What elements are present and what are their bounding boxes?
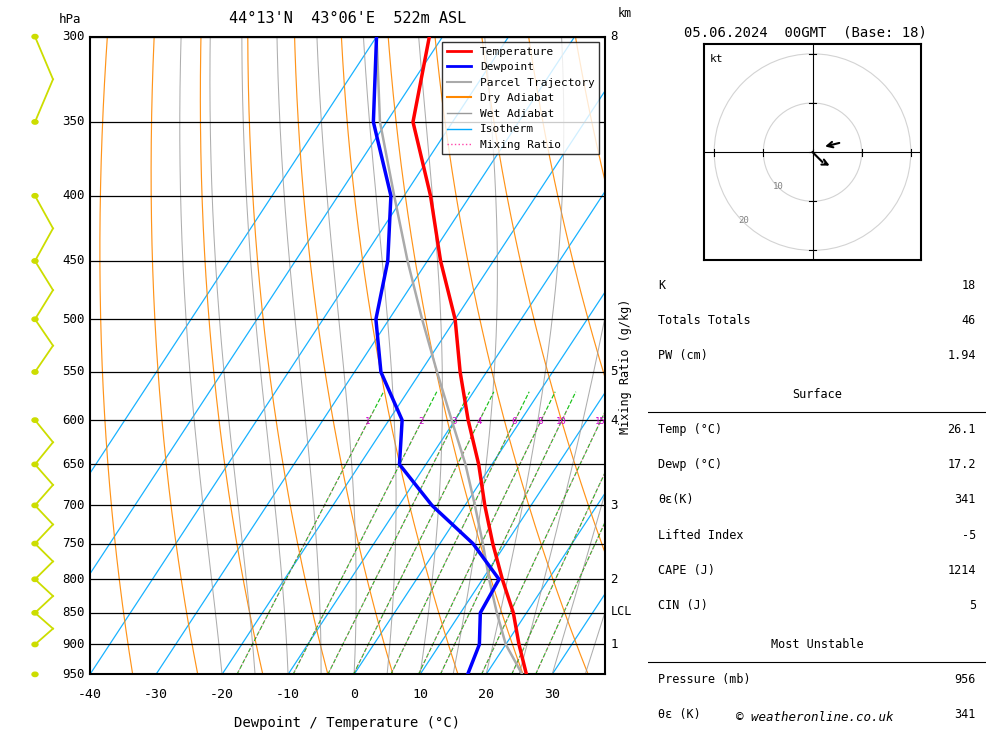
Text: LCL: LCL	[610, 605, 632, 618]
Text: 450: 450	[62, 254, 85, 268]
Text: 4: 4	[610, 413, 618, 427]
Text: -10: -10	[276, 688, 300, 701]
Text: 8: 8	[610, 30, 618, 43]
Text: 18: 18	[962, 279, 976, 292]
Text: 750: 750	[62, 537, 85, 550]
Text: -20: -20	[210, 688, 234, 701]
Text: 900: 900	[62, 638, 85, 651]
Text: 3: 3	[452, 418, 457, 427]
Text: -40: -40	[78, 688, 102, 701]
Text: 1: 1	[365, 418, 370, 427]
Text: 05.06.2024  00GMT  (Base: 18): 05.06.2024 00GMT (Base: 18)	[684, 26, 926, 40]
Text: 44°13'N  43°06'E  522m ASL: 44°13'N 43°06'E 522m ASL	[229, 10, 466, 26]
Text: hPa: hPa	[59, 12, 81, 26]
Text: 15: 15	[595, 418, 606, 427]
Text: 800: 800	[62, 572, 85, 586]
Text: 4: 4	[476, 418, 481, 427]
Text: Dewp (°C): Dewp (°C)	[658, 458, 722, 471]
Text: Dewpoint / Temperature (°C): Dewpoint / Temperature (°C)	[234, 716, 461, 730]
Text: -30: -30	[144, 688, 168, 701]
Text: Lifted Index: Lifted Index	[658, 528, 744, 542]
Text: 20: 20	[478, 688, 494, 701]
Legend: Temperature, Dewpoint, Parcel Trajectory, Dry Adiabat, Wet Adiabat, Isotherm, Mi: Temperature, Dewpoint, Parcel Trajectory…	[442, 43, 599, 155]
Text: 5: 5	[969, 599, 976, 612]
Text: 10: 10	[556, 418, 567, 427]
Text: 10: 10	[412, 688, 428, 701]
Text: -5: -5	[962, 528, 976, 542]
Text: 650: 650	[62, 458, 85, 471]
Text: 400: 400	[62, 189, 85, 202]
Text: 1214: 1214	[947, 564, 976, 577]
Text: Most Unstable: Most Unstable	[771, 638, 863, 651]
Text: 26.1: 26.1	[947, 423, 976, 436]
Text: 600: 600	[62, 413, 85, 427]
Text: 17.2: 17.2	[947, 458, 976, 471]
Text: CIN (J): CIN (J)	[658, 599, 708, 612]
Text: PW (cm): PW (cm)	[658, 349, 708, 362]
Text: 10: 10	[773, 182, 783, 191]
Text: 2: 2	[419, 418, 424, 427]
Text: 300: 300	[62, 30, 85, 43]
Text: 550: 550	[62, 366, 85, 378]
Text: 350: 350	[62, 115, 85, 128]
Text: 5: 5	[610, 366, 618, 378]
Text: 850: 850	[62, 606, 85, 619]
Text: θε(K): θε(K)	[658, 493, 694, 507]
Text: kt: kt	[709, 54, 723, 64]
Text: 1.94: 1.94	[947, 349, 976, 362]
Text: 700: 700	[62, 499, 85, 512]
Text: 20: 20	[738, 216, 749, 226]
Text: CAPE (J): CAPE (J)	[658, 564, 715, 577]
Text: 30: 30	[544, 688, 560, 701]
Text: 2: 2	[610, 572, 618, 586]
Text: θε (K): θε (K)	[658, 708, 701, 721]
Text: Pressure (mb): Pressure (mb)	[658, 673, 751, 686]
Text: Temp (°C): Temp (°C)	[658, 423, 722, 436]
Text: Surface: Surface	[792, 388, 842, 401]
Text: Mixing Ratio (g/kg): Mixing Ratio (g/kg)	[618, 299, 632, 434]
Text: 8: 8	[538, 418, 543, 427]
Text: K: K	[658, 279, 665, 292]
Text: 46: 46	[962, 314, 976, 327]
Text: 3: 3	[610, 499, 618, 512]
Text: 6: 6	[512, 418, 517, 427]
Text: 0: 0	[350, 688, 358, 701]
Text: © weatheronline.co.uk: © weatheronline.co.uk	[736, 711, 894, 724]
Text: 341: 341	[954, 708, 976, 721]
Text: 341: 341	[954, 493, 976, 507]
Text: 500: 500	[62, 313, 85, 325]
Text: Totals Totals: Totals Totals	[658, 314, 751, 327]
Text: 950: 950	[62, 668, 85, 681]
Text: 1: 1	[610, 638, 618, 651]
Text: 956: 956	[954, 673, 976, 686]
Text: km: km	[618, 7, 632, 20]
